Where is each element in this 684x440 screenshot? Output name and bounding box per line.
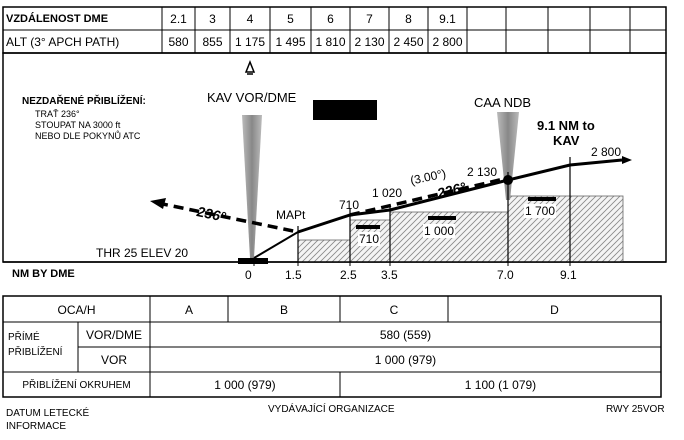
oca-category-d: D	[550, 302, 559, 317]
vor-row-label: VOR	[100, 353, 127, 367]
vor-dme-row-label: VOR/DME	[85, 328, 142, 342]
kav-label: KAV	[553, 133, 580, 148]
oca-category-a: A	[184, 302, 193, 317]
footer-date-line2: INFORMACE	[6, 421, 66, 432]
descent-profile-line	[297, 158, 623, 234]
ndb-label: CAA NDB	[474, 95, 532, 110]
nm-by-dme-label: NM BY DME	[12, 268, 75, 280]
oca-header: OCA/H	[57, 302, 96, 317]
obst-bar-1000	[428, 216, 456, 220]
circling-cd-value: 1 100 (1 079)	[464, 378, 537, 392]
obstacle-label-710: 710	[358, 232, 381, 246]
ndb-cone	[497, 112, 519, 200]
missed-approach-title: NEZDAŘENÉ PŘIBLÍŽENÍ:	[22, 96, 146, 107]
threshold-label: THR 25 ELEV 20	[96, 246, 189, 260]
nm-mark: 1.5	[285, 268, 302, 282]
dme-distance-cell: 6	[327, 12, 334, 26]
missed-approach-line2: STOUPAT NA 3000 ft	[35, 120, 121, 130]
path-arrow	[622, 156, 632, 164]
alt-value-cell: 2 130	[354, 35, 385, 49]
vor-dme-row-value: 580 (559)	[379, 328, 432, 342]
nm-to-label: 9.1 NM to	[537, 118, 595, 133]
alt-header-label: ALT (3° APCH PATH)	[6, 35, 120, 49]
missed-approach-line3: NEBO DLE POKYNŮ ATC	[35, 131, 141, 141]
straight-in-label-2: PŘIBLÍŽENÍ	[8, 346, 63, 358]
glide-path-dashed	[349, 176, 509, 217]
nm-mark: 9.1	[560, 268, 577, 282]
alt-label-2130: 2 130	[467, 165, 498, 179]
alt-label-2800: 2 800	[591, 145, 622, 159]
missed-approach-arrow	[150, 198, 166, 209]
dme-distance-cell: 2.1	[170, 12, 187, 26]
dme-distance-cell: 8	[405, 12, 412, 26]
nm-axis-ticks	[253, 262, 571, 266]
vor-dme-label: KAV VOR/DME	[207, 90, 297, 105]
alt-label-1020: 1 020	[372, 186, 403, 200]
alt-value-cell: 2 800	[432, 35, 463, 49]
straight-in-label-1: PŘÍMÉ	[8, 331, 40, 343]
vor-symbol-icon	[244, 59, 256, 75]
obstacle-area-low	[297, 239, 351, 263]
oca-category-c: C	[389, 302, 399, 317]
obst-bar-1700	[528, 197, 556, 201]
dme-header-label: VZDÁLENOST DME	[6, 13, 109, 25]
final-descent-line	[253, 231, 299, 259]
runway-threshold-bar	[238, 258, 268, 264]
circling-ab-value: 1 000 (979)	[214, 378, 276, 392]
footer-date-line1: DATUM LETECKÉ	[6, 408, 90, 419]
nm-mark: 0	[245, 268, 252, 282]
fix-lines	[297, 157, 571, 262]
oca-category-b: B	[279, 302, 288, 317]
alt-label-710: 710	[339, 198, 360, 212]
dme-distance-cell: 3	[209, 12, 216, 26]
alt-value-cell: 1 810	[315, 35, 346, 49]
footer-organization: VYDÁVAJÍCÍ ORGANIZACE	[268, 404, 395, 415]
alt-value-cell: 1 175	[234, 35, 266, 49]
nm-mark: 3.5	[381, 268, 398, 282]
vor-dme-cone	[242, 115, 262, 258]
redacted-block	[313, 100, 377, 120]
nm-mark: 2.5	[340, 268, 357, 282]
alt-value-cell: 580	[168, 35, 189, 49]
footer-runway: RWY 25VOR	[606, 404, 665, 415]
alt-value-cell: 2 450	[393, 35, 424, 49]
alt-value-cell: 855	[202, 35, 223, 49]
obst-bar-710	[356, 225, 380, 229]
vor-row-value: 1 000 (979)	[374, 353, 437, 367]
dme-distance-cell: 9.1	[439, 12, 456, 26]
missed-approach-path	[157, 201, 299, 234]
dme-distance-cell: 4	[246, 12, 254, 26]
dme-distance-cell: 5	[287, 12, 294, 26]
alt-value-cell: 1 495	[275, 35, 306, 49]
mapt-label: MAPt	[276, 208, 306, 222]
circling-row-label: PŘIBLÍŽENÍ OKRUHEM	[22, 379, 131, 391]
dme-distance-cell: 7	[366, 12, 373, 26]
obstacle-label-1000: 1 000	[423, 224, 456, 238]
oca-table-grid	[2, 295, 662, 398]
obstacle-label-1700: 1 700	[524, 204, 557, 218]
missed-approach-line1: TRAŤ 236°	[35, 109, 80, 119]
nm-mark: 7.0	[497, 268, 514, 282]
